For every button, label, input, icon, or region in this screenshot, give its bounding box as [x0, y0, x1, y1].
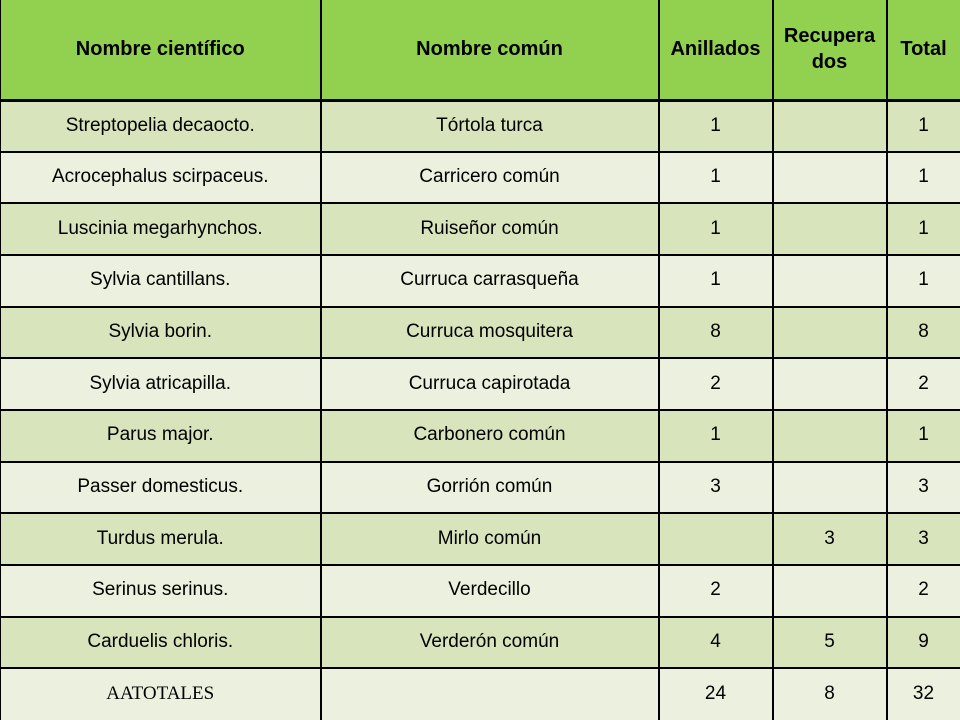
cell-common: Mirlo común [319, 512, 660, 566]
header-scientific-name: Nombre científico [0, 0, 322, 102]
header-recovered-line1: Recupera [783, 25, 876, 48]
cell-scientific: Parus major. [0, 408, 322, 463]
cell-scientific: Acrocephalus scirpaceus. [0, 150, 322, 205]
table-row: Turdus merula. Mirlo común 3 3 [0, 512, 960, 566]
cell-ringed: 2 [657, 357, 774, 411]
cell-total: 3 [885, 512, 960, 566]
cell-common: Verderón común [319, 615, 660, 670]
cell-common: Curruca mosquitera [319, 305, 660, 360]
cell-recovered [771, 305, 888, 360]
table-row: Sylvia cantillans. Curruca carrasqueña 1… [0, 253, 960, 308]
cell-recovered [771, 460, 888, 515]
cell-total: 9 [885, 615, 960, 670]
cell-recovered [771, 357, 888, 411]
totals-label: AATOTALES [0, 667, 322, 720]
cell-total: 1 [885, 408, 960, 463]
table-row: Luscinia megarhynchos. Ruiseñor común 1 … [0, 202, 960, 256]
cell-ringed: 1 [657, 99, 774, 153]
cell-scientific: Sylvia cantillans. [0, 253, 322, 308]
cell-common: Curruca carrasqueña [319, 253, 660, 308]
table-row: Passer domesticus. Gorrión común 3 3 [0, 460, 960, 515]
cell-total: 1 [885, 202, 960, 256]
table-row: Carduelis chloris. Verderón común 4 5 9 [0, 615, 960, 670]
cell-common: Carbonero común [319, 408, 660, 463]
cell-scientific: Serinus serinus. [0, 563, 322, 618]
cell-ringed [657, 512, 774, 566]
header-common-name: Nombre común [319, 0, 660, 102]
cell-common: Gorrión común [319, 460, 660, 515]
cell-recovered: 5 [771, 615, 888, 670]
cell-common: Carricero común [319, 150, 660, 205]
cell-scientific: Streptopelia decaocto. [0, 99, 322, 153]
cell-total: 1 [885, 99, 960, 153]
cell-common: Curruca capirotada [319, 357, 660, 411]
cell-scientific: Passer domesticus. [0, 460, 322, 515]
cell-total: 2 [885, 563, 960, 618]
cell-scientific: Sylvia atricapilla. [0, 357, 322, 411]
cell-recovered [771, 408, 888, 463]
cell-ringed: 1 [657, 408, 774, 463]
cell-ringed: 1 [657, 253, 774, 308]
cell-ringed: 2 [657, 563, 774, 618]
table-row: Sylvia borin. Curruca mosquitera 8 8 [0, 305, 960, 360]
cell-ringed: 1 [657, 202, 774, 256]
totals-recovered: 8 [771, 667, 888, 720]
cell-recovered [771, 99, 888, 153]
cell-recovered [771, 563, 888, 618]
table-row: Parus major. Carbonero común 1 1 [0, 408, 960, 463]
header-row: Nombre científico Nombre común Anillados… [0, 0, 960, 102]
cell-scientific: Carduelis chloris. [0, 615, 322, 670]
header-total: Total [885, 0, 960, 102]
totals-ringed: 24 [657, 667, 774, 720]
table-row: Acrocephalus scirpaceus. Carricero común… [0, 150, 960, 205]
totals-total: 32 [885, 667, 960, 720]
cell-ringed: 3 [657, 460, 774, 515]
header-recovered: Recupera dos [771, 0, 888, 102]
cell-recovered [771, 253, 888, 308]
cell-total: 3 [885, 460, 960, 515]
cell-ringed: 8 [657, 305, 774, 360]
cell-ringed: 1 [657, 150, 774, 205]
totals-common-empty [319, 667, 660, 720]
cell-total: 1 [885, 253, 960, 308]
totals-row: AATOTALES 24 8 32 [0, 667, 960, 720]
table-header: Nombre científico Nombre común Anillados… [0, 0, 960, 102]
cell-total: 8 [885, 305, 960, 360]
table-row: Sylvia atricapilla. Curruca capirotada 2… [0, 357, 960, 411]
cell-total: 1 [885, 150, 960, 205]
table-row: Serinus serinus. Verdecillo 2 2 [0, 563, 960, 618]
cell-common: Ruiseñor común [319, 202, 660, 256]
cell-total: 2 [885, 357, 960, 411]
cell-common: Tórtola turca [319, 99, 660, 153]
cell-recovered: 3 [771, 512, 888, 566]
cell-recovered [771, 202, 888, 256]
cell-scientific: Luscinia megarhynchos. [0, 202, 322, 256]
cell-recovered [771, 150, 888, 205]
header-ringed: Anillados [657, 0, 774, 102]
table-row: Streptopelia decaocto. Tórtola turca 1 1 [0, 99, 960, 153]
header-recovered-line2: dos [811, 51, 848, 74]
cell-common: Verdecillo [319, 563, 660, 618]
cell-scientific: Turdus merula. [0, 512, 322, 566]
table-body: Streptopelia decaocto. Tórtola turca 1 1… [0, 99, 960, 720]
cell-ringed: 4 [657, 615, 774, 670]
cell-scientific: Sylvia borin. [0, 305, 322, 360]
